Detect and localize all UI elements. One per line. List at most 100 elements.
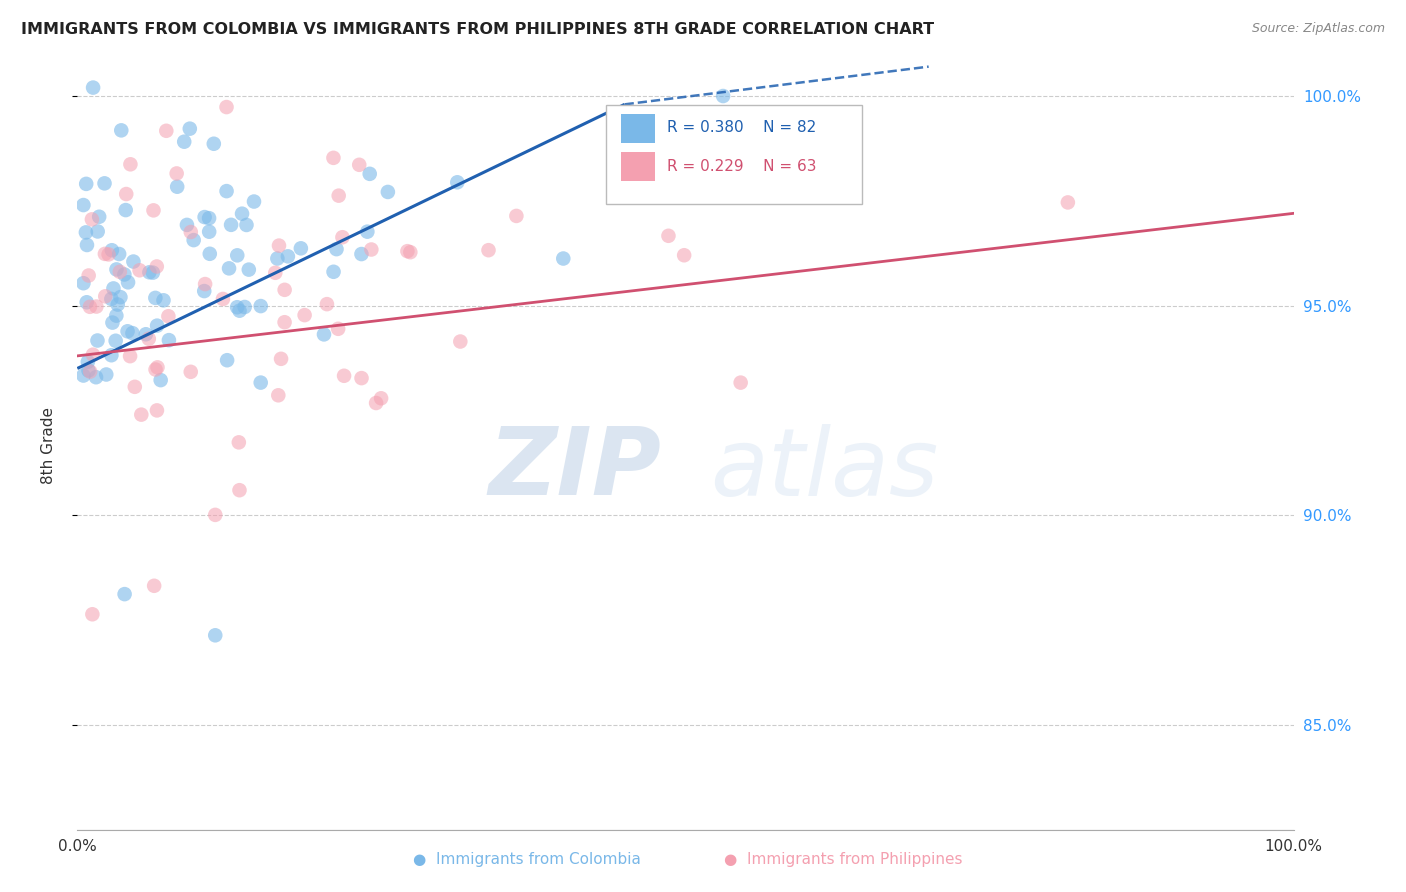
- Point: [267, 238, 290, 252]
- Text: ●  Immigrants from Colombia: ● Immigrants from Colombia: [413, 852, 641, 867]
- Point: [114, 203, 136, 218]
- Point: [553, 252, 575, 266]
- Point: [183, 233, 205, 247]
- Point: [166, 179, 188, 194]
- Point: [198, 211, 221, 226]
- Point: [149, 373, 172, 387]
- Point: [350, 371, 373, 385]
- Point: [103, 281, 125, 295]
- Point: [173, 135, 195, 149]
- Point: [110, 290, 132, 304]
- Point: [226, 300, 249, 314]
- Point: [228, 303, 250, 318]
- Point: [100, 292, 122, 306]
- Point: [142, 203, 165, 218]
- Y-axis label: 8th Grade: 8th Grade: [42, 408, 56, 484]
- Point: [157, 333, 180, 347]
- Point: [146, 318, 169, 333]
- Point: [194, 277, 217, 291]
- Point: [86, 300, 108, 314]
- Point: [94, 289, 117, 303]
- Point: [166, 166, 188, 180]
- Point: [76, 355, 98, 369]
- Point: [266, 252, 288, 266]
- Point: [110, 123, 132, 137]
- Point: [138, 332, 160, 346]
- Point: [228, 435, 250, 450]
- Point: [231, 207, 253, 221]
- Point: [198, 247, 221, 261]
- Point: [294, 308, 316, 322]
- Point: [145, 362, 167, 376]
- Point: [322, 265, 344, 279]
- Point: [101, 244, 124, 258]
- Point: [194, 210, 217, 224]
- Point: [270, 351, 292, 366]
- Point: [96, 368, 118, 382]
- Point: [97, 247, 120, 261]
- Point: [121, 326, 143, 340]
- Point: [108, 247, 131, 261]
- Point: [204, 508, 226, 522]
- Point: [120, 349, 142, 363]
- Point: [350, 247, 373, 261]
- Point: [75, 177, 97, 191]
- Point: [370, 392, 392, 406]
- Point: [146, 260, 169, 274]
- Point: [688, 185, 710, 199]
- Point: [179, 121, 201, 136]
- Bar: [621, 114, 655, 143]
- Point: [93, 177, 115, 191]
- Point: [325, 242, 347, 256]
- Point: [86, 224, 108, 238]
- Point: [155, 124, 177, 138]
- Point: [146, 360, 169, 375]
- Text: Source: ZipAtlas.com: Source: ZipAtlas.com: [1251, 22, 1385, 36]
- Point: [359, 167, 381, 181]
- Point: [75, 226, 97, 240]
- Point: [180, 365, 202, 379]
- Point: [105, 262, 128, 277]
- Point: [79, 365, 101, 379]
- Point: [264, 266, 287, 280]
- Point: [72, 368, 94, 383]
- Point: [477, 243, 499, 257]
- Text: R = 0.380    N = 82: R = 0.380 N = 82: [668, 120, 817, 136]
- Point: [124, 380, 146, 394]
- Point: [77, 268, 100, 283]
- Point: [114, 587, 136, 601]
- Point: [243, 194, 266, 209]
- Point: [1057, 195, 1080, 210]
- Point: [117, 324, 139, 338]
- Point: [235, 218, 257, 232]
- Point: [730, 376, 752, 390]
- Point: [128, 263, 150, 277]
- Point: [82, 607, 104, 622]
- Point: [129, 408, 152, 422]
- Point: [77, 363, 100, 377]
- Point: [218, 261, 240, 276]
- Point: [399, 245, 422, 260]
- Point: [215, 184, 238, 198]
- Text: IMMIGRANTS FROM COLOMBIA VS IMMIGRANTS FROM PHILIPPINES 8TH GRADE CORRELATION CH: IMMIGRANTS FROM COLOMBIA VS IMMIGRANTS F…: [21, 22, 934, 37]
- Point: [364, 396, 387, 410]
- Point: [76, 295, 98, 310]
- Point: [101, 316, 124, 330]
- Point: [219, 218, 242, 232]
- Point: [356, 225, 378, 239]
- Text: ZIP: ZIP: [488, 423, 661, 515]
- Point: [711, 89, 734, 103]
- Point: [449, 334, 471, 349]
- Point: [108, 265, 131, 279]
- Point: [332, 230, 354, 244]
- Point: [157, 310, 180, 324]
- Point: [273, 315, 295, 329]
- Point: [290, 241, 312, 255]
- Point: [82, 348, 104, 362]
- Point: [212, 292, 235, 306]
- Point: [79, 300, 101, 314]
- Point: [396, 244, 419, 259]
- Text: ●  Immigrants from Philippines: ● Immigrants from Philippines: [724, 852, 963, 867]
- Point: [249, 376, 271, 390]
- Point: [273, 283, 295, 297]
